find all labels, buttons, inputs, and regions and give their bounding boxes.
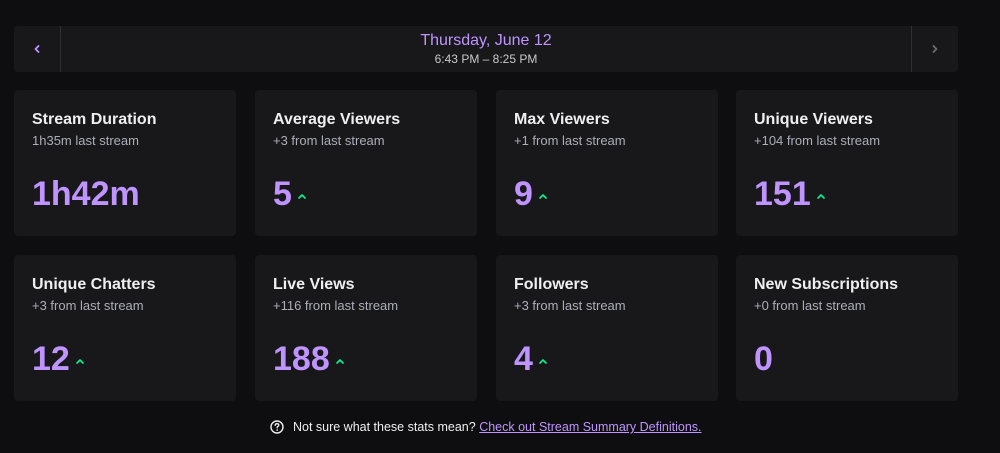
stat-value: 188 xyxy=(273,340,330,378)
help-circle-icon xyxy=(270,420,285,434)
stat-card-live-views: Live Views +116 from last stream 188 xyxy=(255,255,477,401)
stat-value: 0 xyxy=(754,340,773,378)
next-stream-button[interactable] xyxy=(911,26,958,72)
previous-stream-button[interactable] xyxy=(14,26,61,72)
stat-value: 5 xyxy=(273,175,292,213)
stat-comparison: 1h35m last stream xyxy=(32,133,139,148)
stat-comparison: +3 from last stream xyxy=(514,298,626,313)
stat-comparison: +1 from last stream xyxy=(514,133,626,148)
stream-time-range: 6:43 PM – 8:25 PM xyxy=(434,52,538,66)
stat-comparison: +116 from last stream xyxy=(273,298,399,313)
stat-value: 12 xyxy=(32,340,70,378)
stat-title: New Subscriptions xyxy=(754,276,899,293)
stat-card-average-viewers: Average Viewers +3 from last stream 5 xyxy=(255,90,477,236)
chevron-left-icon xyxy=(34,45,40,53)
footer-text: Not sure what these stats mean? xyxy=(292,420,476,434)
trend-up-icon xyxy=(298,194,306,199)
stream-summary-definitions-link[interactable]: Check out Stream Summary Definitions. xyxy=(479,420,702,434)
stat-comparison: +3 from last stream xyxy=(32,298,144,313)
stat-title: Live Views xyxy=(273,276,355,293)
stat-card-unique-chatters: Unique Chatters +3 from last stream 12 xyxy=(14,255,236,401)
stat-card-unique-viewers: Unique Viewers +104 from last stream 151 xyxy=(736,90,958,236)
stat-value: 1h42m xyxy=(32,175,140,213)
stat-value: 9 xyxy=(514,175,533,213)
trend-up-icon xyxy=(816,194,825,199)
stream-date: Thursday, June 12 xyxy=(420,32,552,49)
stat-comparison: +104 from last stream xyxy=(754,133,881,148)
stat-title: Average Viewers xyxy=(273,111,401,128)
stats-help-footer: Not sure what these stats mean? Check ou… xyxy=(0,420,972,435)
trend-up-icon xyxy=(335,359,344,364)
trend-up-icon xyxy=(76,359,84,364)
stat-title: Max Viewers xyxy=(514,111,610,128)
stat-value: 151 xyxy=(754,175,811,213)
stat-card-new-subscriptions: New Subscriptions +0 from last stream 0 xyxy=(736,255,958,401)
stat-comparison: +3 from last stream xyxy=(273,133,385,148)
chevron-right-icon xyxy=(932,45,938,53)
stat-value: 4 xyxy=(514,340,533,378)
stat-card-max-viewers: Max Viewers +1 from last stream 9 xyxy=(496,90,718,236)
date-display: Thursday, June 12 6:43 PM – 8:25 PM xyxy=(60,26,912,72)
stat-card-stream-duration: Stream Duration 1h35m last stream 1h42m xyxy=(14,90,236,236)
stat-comparison: +0 from last stream xyxy=(754,298,866,313)
trend-up-icon xyxy=(539,194,547,199)
date-navigation-bar: Thursday, June 12 6:43 PM – 8:25 PM xyxy=(14,26,958,72)
stat-card-followers: Followers +3 from last stream 4 xyxy=(496,255,718,401)
stat-title: Unique Viewers xyxy=(754,111,873,128)
stat-title: Unique Chatters xyxy=(32,276,156,293)
trend-up-icon xyxy=(539,359,547,364)
stat-title: Stream Duration xyxy=(32,111,157,128)
stat-title: Followers xyxy=(514,276,589,293)
